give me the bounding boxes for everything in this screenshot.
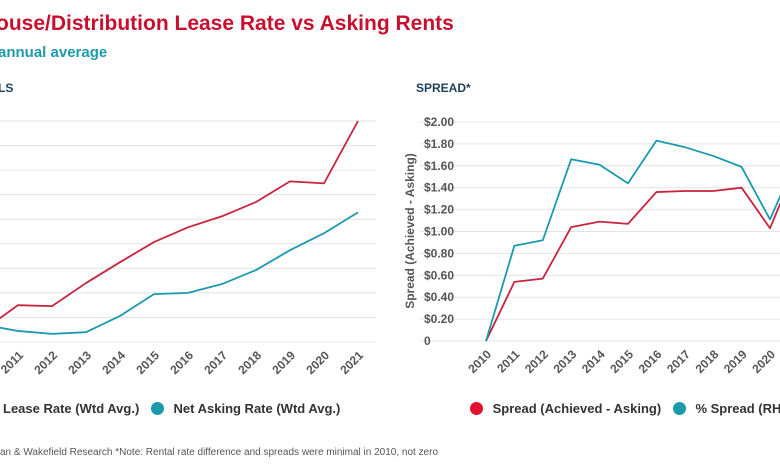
legend-label-pct-spread: % Spread (RHS: [695, 401, 780, 416]
chart-subtitle: annual average: [0, 44, 108, 61]
x-tick-label: 2013: [65, 348, 94, 377]
x-tick-label: 2021: [337, 348, 366, 377]
y-axis-label: Spread (Achieved - Asking): [403, 153, 417, 309]
x-tick-label: 2017: [664, 347, 693, 376]
x-tick-label: 2014: [99, 348, 128, 377]
legend-label-net-asking: Net Asking Rate (Wtd Avg.): [173, 401, 341, 416]
y-tick-label: 0: [424, 334, 431, 348]
y-tick-label: $1.00: [424, 225, 454, 239]
x-tick-label: 2012: [31, 348, 60, 377]
y-tick-label: $0.20: [424, 312, 454, 326]
x-tick-label: 2015: [133, 348, 162, 377]
legend-label-spread: Spread (Achieved - Asking): [492, 401, 662, 416]
footnote: an & Wakefield Research *Note: Rental ra…: [0, 447, 439, 458]
x-tick-label: 2011: [0, 348, 26, 377]
series-line-red: [485, 186, 780, 342]
y-tick-label: $1.60: [424, 159, 454, 173]
series-line-teal: [485, 139, 780, 342]
y-tick-label: $1.80: [424, 137, 454, 151]
legend-right: Spread (Achieved - Asking) % Spread (RHS: [470, 401, 780, 416]
x-tick-label: 2019: [269, 348, 298, 377]
x-tick-label: 2011: [494, 347, 523, 376]
legend-label-lease-rate: Lease Rate (Wtd Avg.): [3, 401, 140, 416]
x-tick-label: 2012: [522, 347, 551, 376]
x-tick-label: 2017: [201, 348, 230, 377]
y-tick-label: $0.40: [424, 290, 454, 304]
legend-dot-teal-icon: [672, 402, 686, 415]
y-tick-label: $0.80: [424, 246, 454, 260]
x-tick-label: 2016: [167, 348, 196, 377]
legend-dot-red-icon: [470, 402, 483, 415]
x-tick-label: 2014: [579, 347, 608, 376]
x-tick-label: 2016: [636, 347, 665, 376]
legend-dot-teal-icon: [150, 402, 164, 415]
y-tick-label: $1.20: [424, 203, 454, 217]
y-tick-label: $0.60: [424, 268, 454, 282]
x-tick-label: 2018: [693, 347, 722, 376]
x-tick-label: 2020: [749, 347, 778, 376]
x-tick-label: 2018: [235, 348, 264, 377]
series-line-teal: [0, 211, 359, 335]
x-tick-label: 2020: [303, 348, 332, 377]
legend-left: Lease Rate (Wtd Avg.) Net Asking Rate (W…: [3, 401, 340, 416]
series-line-red: [0, 120, 359, 320]
x-tick-label: 2015: [607, 347, 636, 376]
left-panel-title: LS: [0, 81, 14, 95]
y-tick-label: $2.00: [424, 115, 454, 129]
x-tick-label: 2019: [721, 347, 750, 376]
chart-title: ouse/Distribution Lease Rate vs Asking R…: [0, 12, 454, 35]
x-tick-label: 2010: [465, 347, 494, 376]
y-tick-label: $1.40: [424, 181, 454, 195]
x-tick-label: 2013: [551, 347, 580, 376]
right-panel-title: SPREAD*: [416, 81, 471, 95]
